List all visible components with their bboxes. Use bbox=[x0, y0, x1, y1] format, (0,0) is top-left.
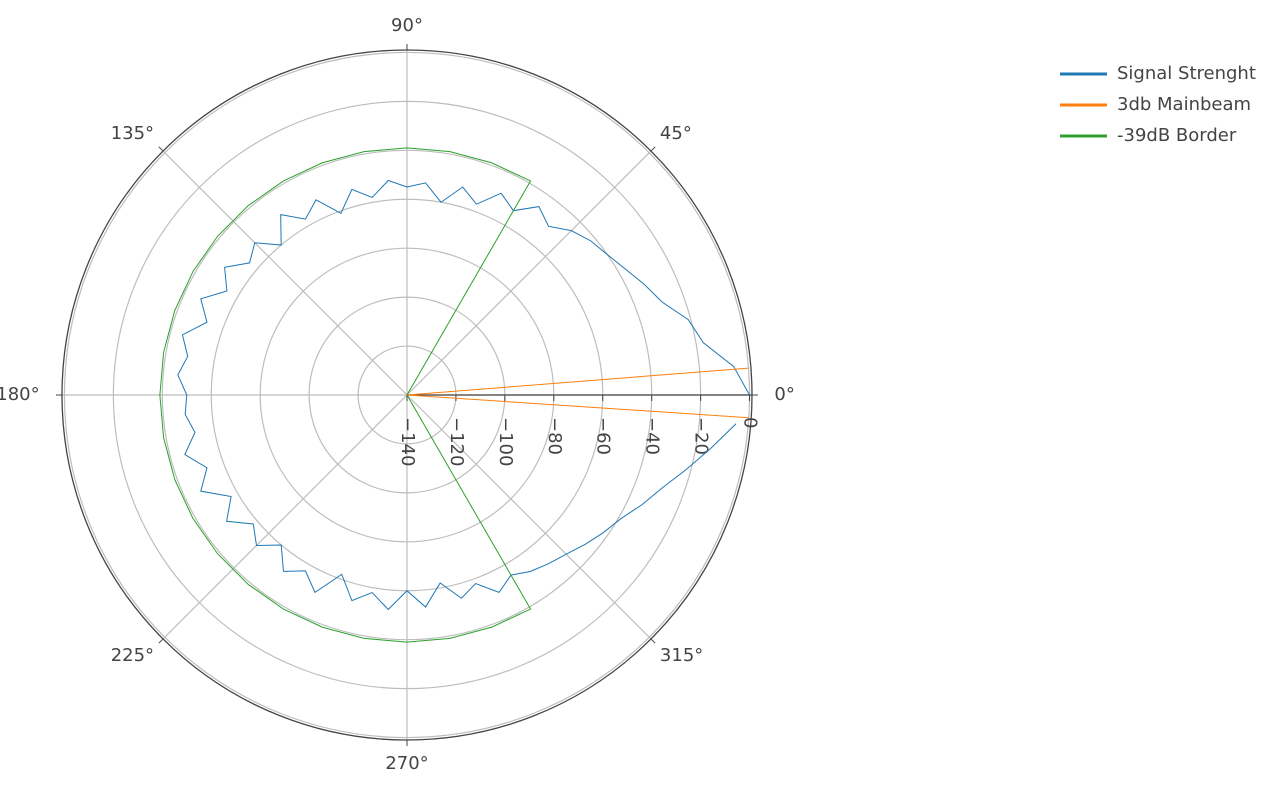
angular-tick bbox=[650, 638, 656, 644]
legend-label: -39dB Border bbox=[1117, 125, 1237, 146]
angular-tick-label: 225° bbox=[111, 645, 154, 666]
angular-tick bbox=[158, 146, 164, 152]
legend-label: 3db Mainbeam bbox=[1117, 94, 1251, 115]
radial-tick-label: −60 bbox=[593, 417, 614, 455]
angular-grid-line bbox=[406, 394, 652, 640]
angular-tick bbox=[650, 146, 656, 152]
angular-tick-label: 315° bbox=[660, 645, 703, 666]
radial-tick-label: −100 bbox=[495, 417, 516, 466]
angular-grid-line bbox=[162, 150, 408, 396]
radial-tick-label: −80 bbox=[544, 417, 565, 455]
radial-tick-label: 0 bbox=[740, 417, 761, 428]
angular-grid-line bbox=[162, 394, 408, 640]
angular-tick bbox=[158, 638, 164, 644]
angular-tick-label: 135° bbox=[111, 123, 154, 144]
radial-tick-label: −20 bbox=[691, 417, 712, 455]
radial-tick-label: −40 bbox=[642, 417, 663, 455]
angular-tick-label: 45° bbox=[660, 123, 692, 144]
angular-tick-label: 180° bbox=[0, 384, 40, 405]
angular-tick-label: 0° bbox=[774, 384, 794, 405]
series-line bbox=[159, 147, 532, 643]
series-line bbox=[406, 367, 749, 419]
angular-tick-label: 270° bbox=[385, 753, 428, 774]
series-line bbox=[177, 179, 750, 611]
angular-grid-line bbox=[406, 150, 652, 396]
radial-tick-label: −140 bbox=[397, 417, 418, 466]
legend-label: Signal Strenght bbox=[1117, 63, 1256, 84]
angular-tick-label: 90° bbox=[391, 15, 423, 36]
radial-tick-label: −120 bbox=[446, 417, 467, 466]
